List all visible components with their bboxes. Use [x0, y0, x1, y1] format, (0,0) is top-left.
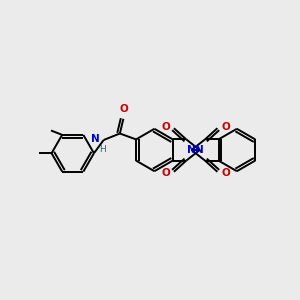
- Text: O: O: [221, 122, 230, 132]
- Text: N: N: [91, 134, 100, 144]
- Text: O: O: [221, 168, 230, 178]
- Text: N: N: [195, 145, 204, 155]
- Text: H: H: [99, 145, 106, 154]
- Text: O: O: [161, 122, 170, 132]
- Text: N: N: [187, 145, 196, 155]
- Text: O: O: [120, 104, 128, 114]
- Text: O: O: [161, 168, 170, 178]
